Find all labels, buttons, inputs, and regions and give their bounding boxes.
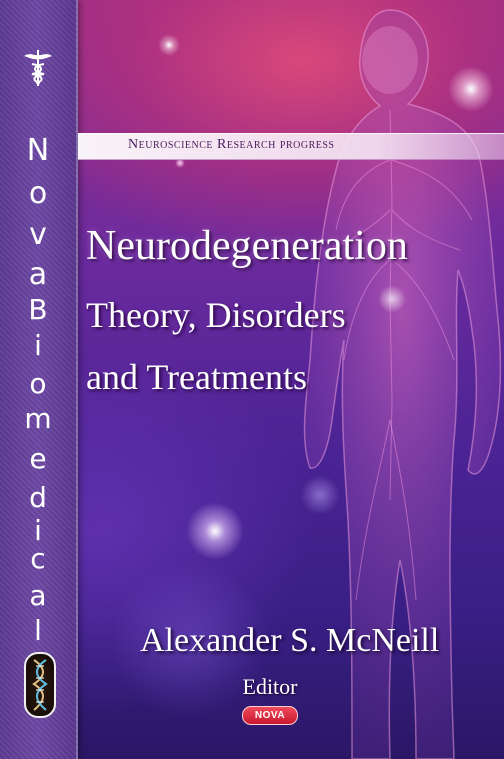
spine-letter: a	[29, 579, 47, 612]
book-subtitle-line-1: Theory, Disorders	[86, 295, 346, 335]
book-subtitle-line-2: and Treatments	[86, 357, 307, 397]
spine-letter: i	[34, 514, 42, 547]
spine-letter: v	[29, 217, 47, 252]
spine-letter: d	[29, 481, 47, 514]
spine-letter: l	[34, 614, 42, 647]
light-flare	[186, 502, 244, 560]
author-role: Editor	[242, 674, 298, 699]
series-banner	[78, 133, 504, 160]
spine-letter: o	[28, 176, 48, 211]
spine-letter: o	[29, 367, 47, 400]
light-flare	[158, 34, 180, 56]
spine-letter: a	[28, 257, 48, 292]
series-label: Neuroscience Research progress	[128, 137, 335, 152]
human-figure-illustration	[303, 9, 502, 759]
author-name: Alexander S. McNeill	[140, 622, 440, 659]
dna-icon	[24, 652, 56, 718]
spine-letter: B	[28, 293, 48, 326]
spine-letter: c	[30, 542, 46, 575]
publisher-badge: NOVA	[242, 706, 298, 725]
spine-letter: m	[24, 402, 52, 435]
book-title: Neurodegeneration	[86, 223, 408, 269]
spine-letter: N	[26, 133, 50, 168]
spine-letter: e	[29, 442, 47, 475]
spine-letter: i	[34, 329, 42, 362]
caduceus-icon	[24, 50, 52, 86]
